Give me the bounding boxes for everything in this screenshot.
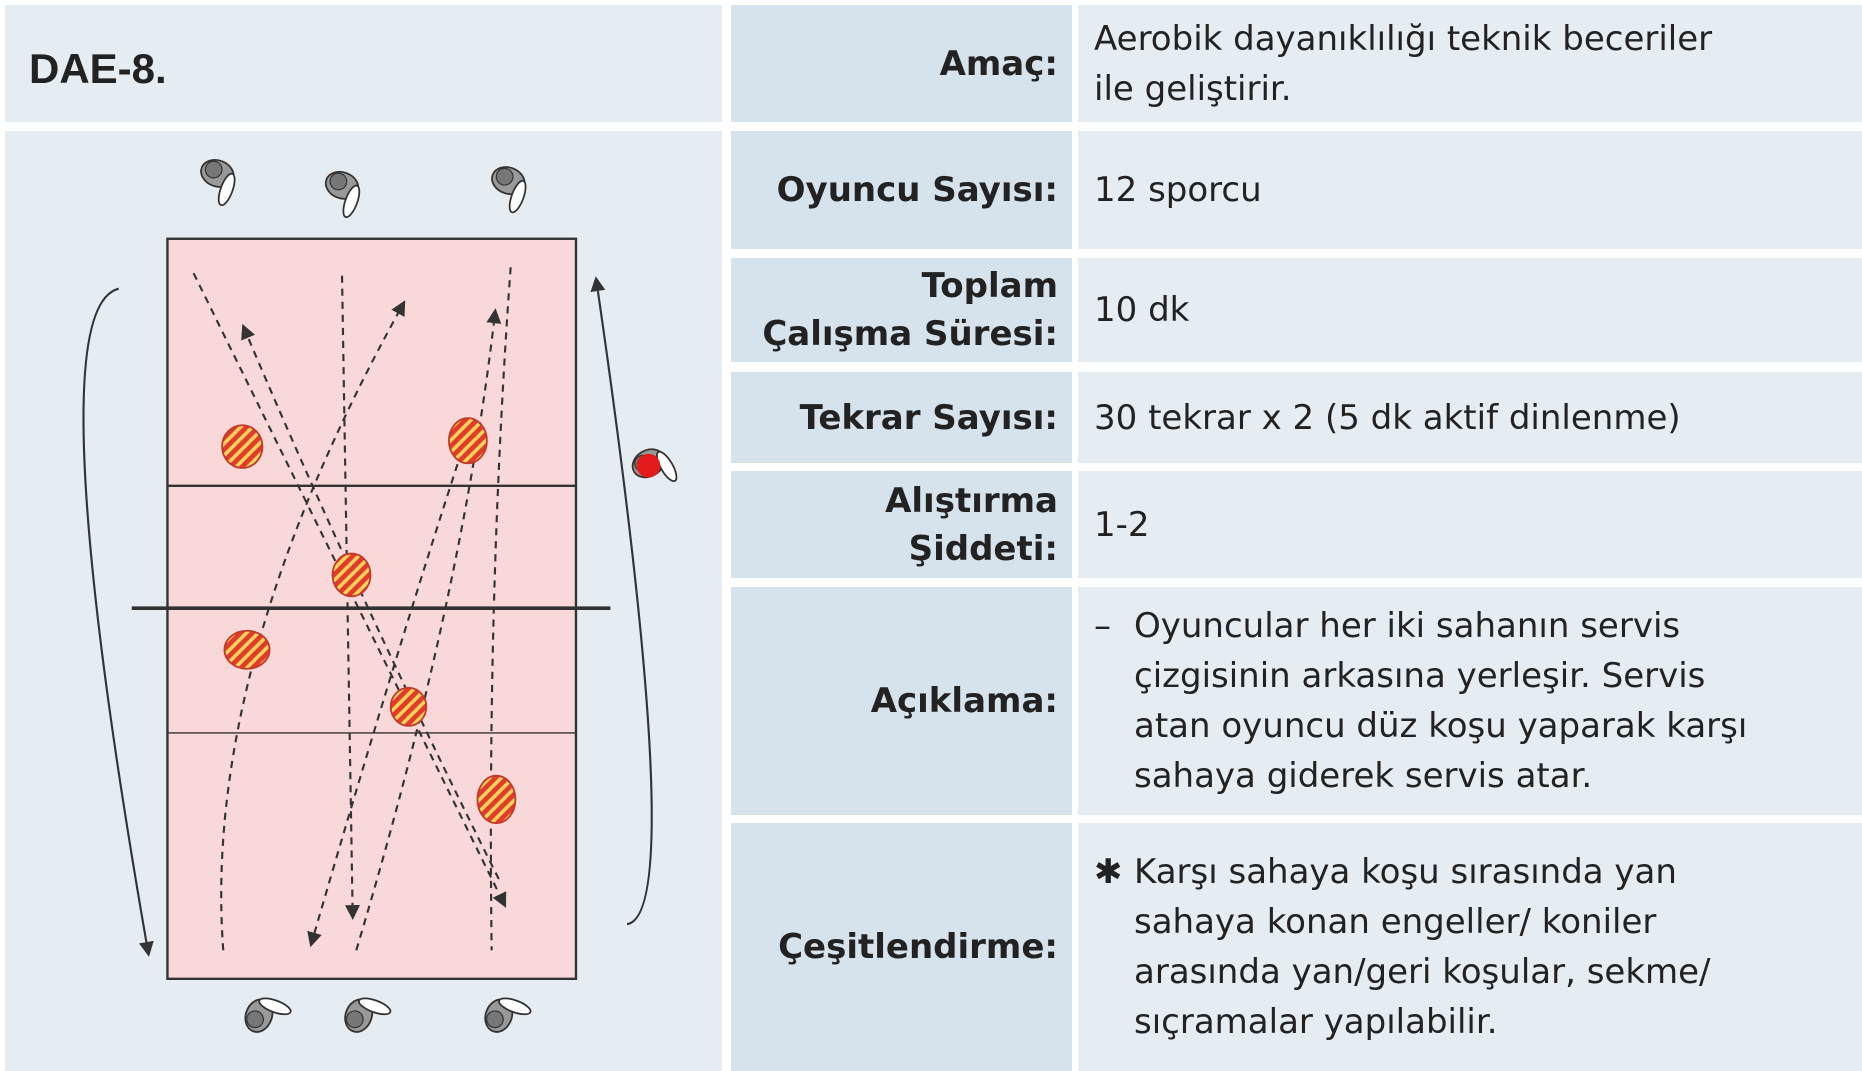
value-text: 12 sporcu — [1094, 165, 1862, 215]
title: DAE-8. — [29, 45, 167, 92]
row-value: 30 tekrar x 2 (5 dk aktif dinlenme) — [1078, 372, 1862, 463]
label-line: Oyuncu Sayısı: — [776, 170, 1058, 210]
value-text: Aerobik dayanıklılığı teknik beceriler il… — [1094, 14, 1862, 114]
value-text: 30 tekrar x 2 (5 dk aktif dinlenme) — [1094, 393, 1862, 443]
value-line: sahaya konan engeller/ koniler — [1134, 902, 1657, 942]
value-text: 1-2 — [1094, 500, 1862, 550]
row-label: Açıklama: — [731, 587, 1072, 815]
header-panel: DAE-8. — [5, 5, 722, 122]
row-value: ✱ Karşı sahaya koşu sırasında yan sahaya k… — [1078, 823, 1862, 1071]
value-line: 10 dk — [1094, 290, 1190, 330]
value-line: Aerobik dayanıklılığı teknik beceriler — [1094, 18, 1713, 59]
value-line: 1-2 — [1094, 504, 1150, 545]
value-line: sıçramalar yapılabilir. — [1134, 1002, 1498, 1042]
row-label: Alıştırma Şiddeti: — [731, 471, 1072, 578]
label-line: Açıklama: — [870, 681, 1058, 721]
value-text: 10 dk — [1094, 285, 1862, 335]
value-line: ile geliştirir. — [1094, 68, 1292, 109]
value-line: Oyuncular her iki sahanın servis — [1134, 606, 1681, 646]
value-text: Oyuncular her iki sahanın servis çizgisin… — [1134, 601, 1862, 801]
label-line: Toplam — [921, 266, 1058, 306]
row-label: Amaç: — [731, 5, 1072, 122]
value-text: Karşı sahaya koşu sırasında yan sahaya ko… — [1134, 847, 1862, 1047]
row-value: Aerobik dayanıklılığı teknik beceriler il… — [1078, 5, 1862, 122]
row-value: 12 sporcu — [1078, 131, 1862, 249]
row-value: 10 dk — [1078, 258, 1862, 362]
label-line: Amaç: — [939, 43, 1058, 84]
row-value: – Oyuncular her iki sahanın servis çizgisi… — [1078, 587, 1862, 815]
label-line: Çalışma Süresi: — [762, 314, 1058, 354]
value-line: arasında yan/geri koşular, sekme/ — [1134, 952, 1711, 992]
value-line: 12 sporcu — [1094, 170, 1262, 210]
row-label: Tekrar Sayısı: — [731, 372, 1072, 463]
row-label: Çeşitlendirme: — [731, 823, 1072, 1071]
row-label: Toplam Çalışma Süresi: — [731, 258, 1072, 362]
list-marker: – — [1094, 606, 1111, 646]
value-line: atan oyuncu düz koşu yaparak karşı — [1134, 706, 1748, 746]
label-line: Çeşitlendirme: — [778, 927, 1058, 967]
row-value: 1-2 — [1078, 471, 1862, 578]
label-line: Tekrar Sayısı: — [799, 397, 1058, 438]
court-diagram — [82, 154, 682, 1042]
row-label: Oyuncu Sayısı: — [731, 131, 1072, 249]
label-line: Şiddeti: — [908, 528, 1058, 569]
value-line: 30 tekrar x 2 (5 dk aktif dinlenme) — [1094, 397, 1681, 438]
value-line: sahaya giderek servis atar. — [1134, 756, 1593, 796]
value-line: çizgisinin arkasına yerleşir. Servis — [1134, 656, 1706, 696]
label-line: Alıştırma — [885, 480, 1058, 521]
value-line: Karşı sahaya koşu sırasında yan — [1134, 852, 1677, 892]
list-marker: ✱ — [1094, 852, 1123, 892]
